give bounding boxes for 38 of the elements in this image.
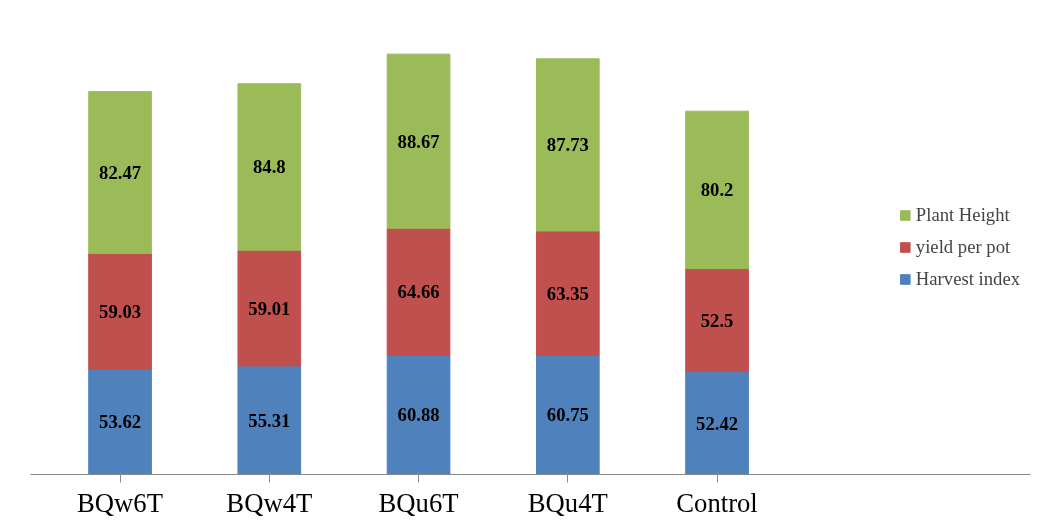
bar (535, 354, 600, 475)
data-label: 64.66 (397, 281, 440, 303)
bar (685, 268, 749, 373)
bar (386, 354, 451, 475)
legend-label: Harvest index (915, 268, 1020, 290)
bar (237, 249, 302, 367)
data-label: 82.47 (99, 162, 142, 184)
data-label: 52.42 (696, 412, 739, 434)
bar (237, 365, 302, 475)
data-label: 80.2 (700, 179, 734, 201)
bar (88, 368, 152, 475)
data-label: 60.75 (546, 404, 589, 426)
bar (386, 53, 451, 229)
bar (685, 110, 749, 270)
data-label: 52.5 (700, 309, 734, 331)
bar (535, 58, 600, 232)
bar (88, 91, 152, 254)
data-label: 59.01 (248, 297, 291, 319)
bar (386, 227, 451, 356)
legend-label: Plant Height (915, 204, 1010, 226)
x-tick-label: BQu6T (378, 487, 459, 518)
bar (88, 252, 152, 370)
data-label: 63.35 (546, 282, 589, 304)
legend-label: yield per pot (915, 236, 1011, 258)
data-label: 88.67 (397, 130, 440, 152)
bar (237, 83, 302, 251)
x-tick-label: BQu4T (527, 487, 608, 518)
x-tick-label: BQw4T (226, 487, 313, 518)
x-tick-label: Control (676, 487, 758, 518)
data-label: 87.73 (546, 134, 589, 156)
data-label: 55.31 (248, 409, 291, 431)
bar (535, 230, 600, 356)
data-label: 59.03 (99, 300, 142, 322)
bar (685, 371, 749, 475)
x-tick-label: BQw6T (77, 487, 164, 518)
data-label: 53.62 (99, 411, 142, 433)
data-label: 60.88 (397, 404, 440, 426)
data-label: 84.8 (252, 156, 286, 178)
